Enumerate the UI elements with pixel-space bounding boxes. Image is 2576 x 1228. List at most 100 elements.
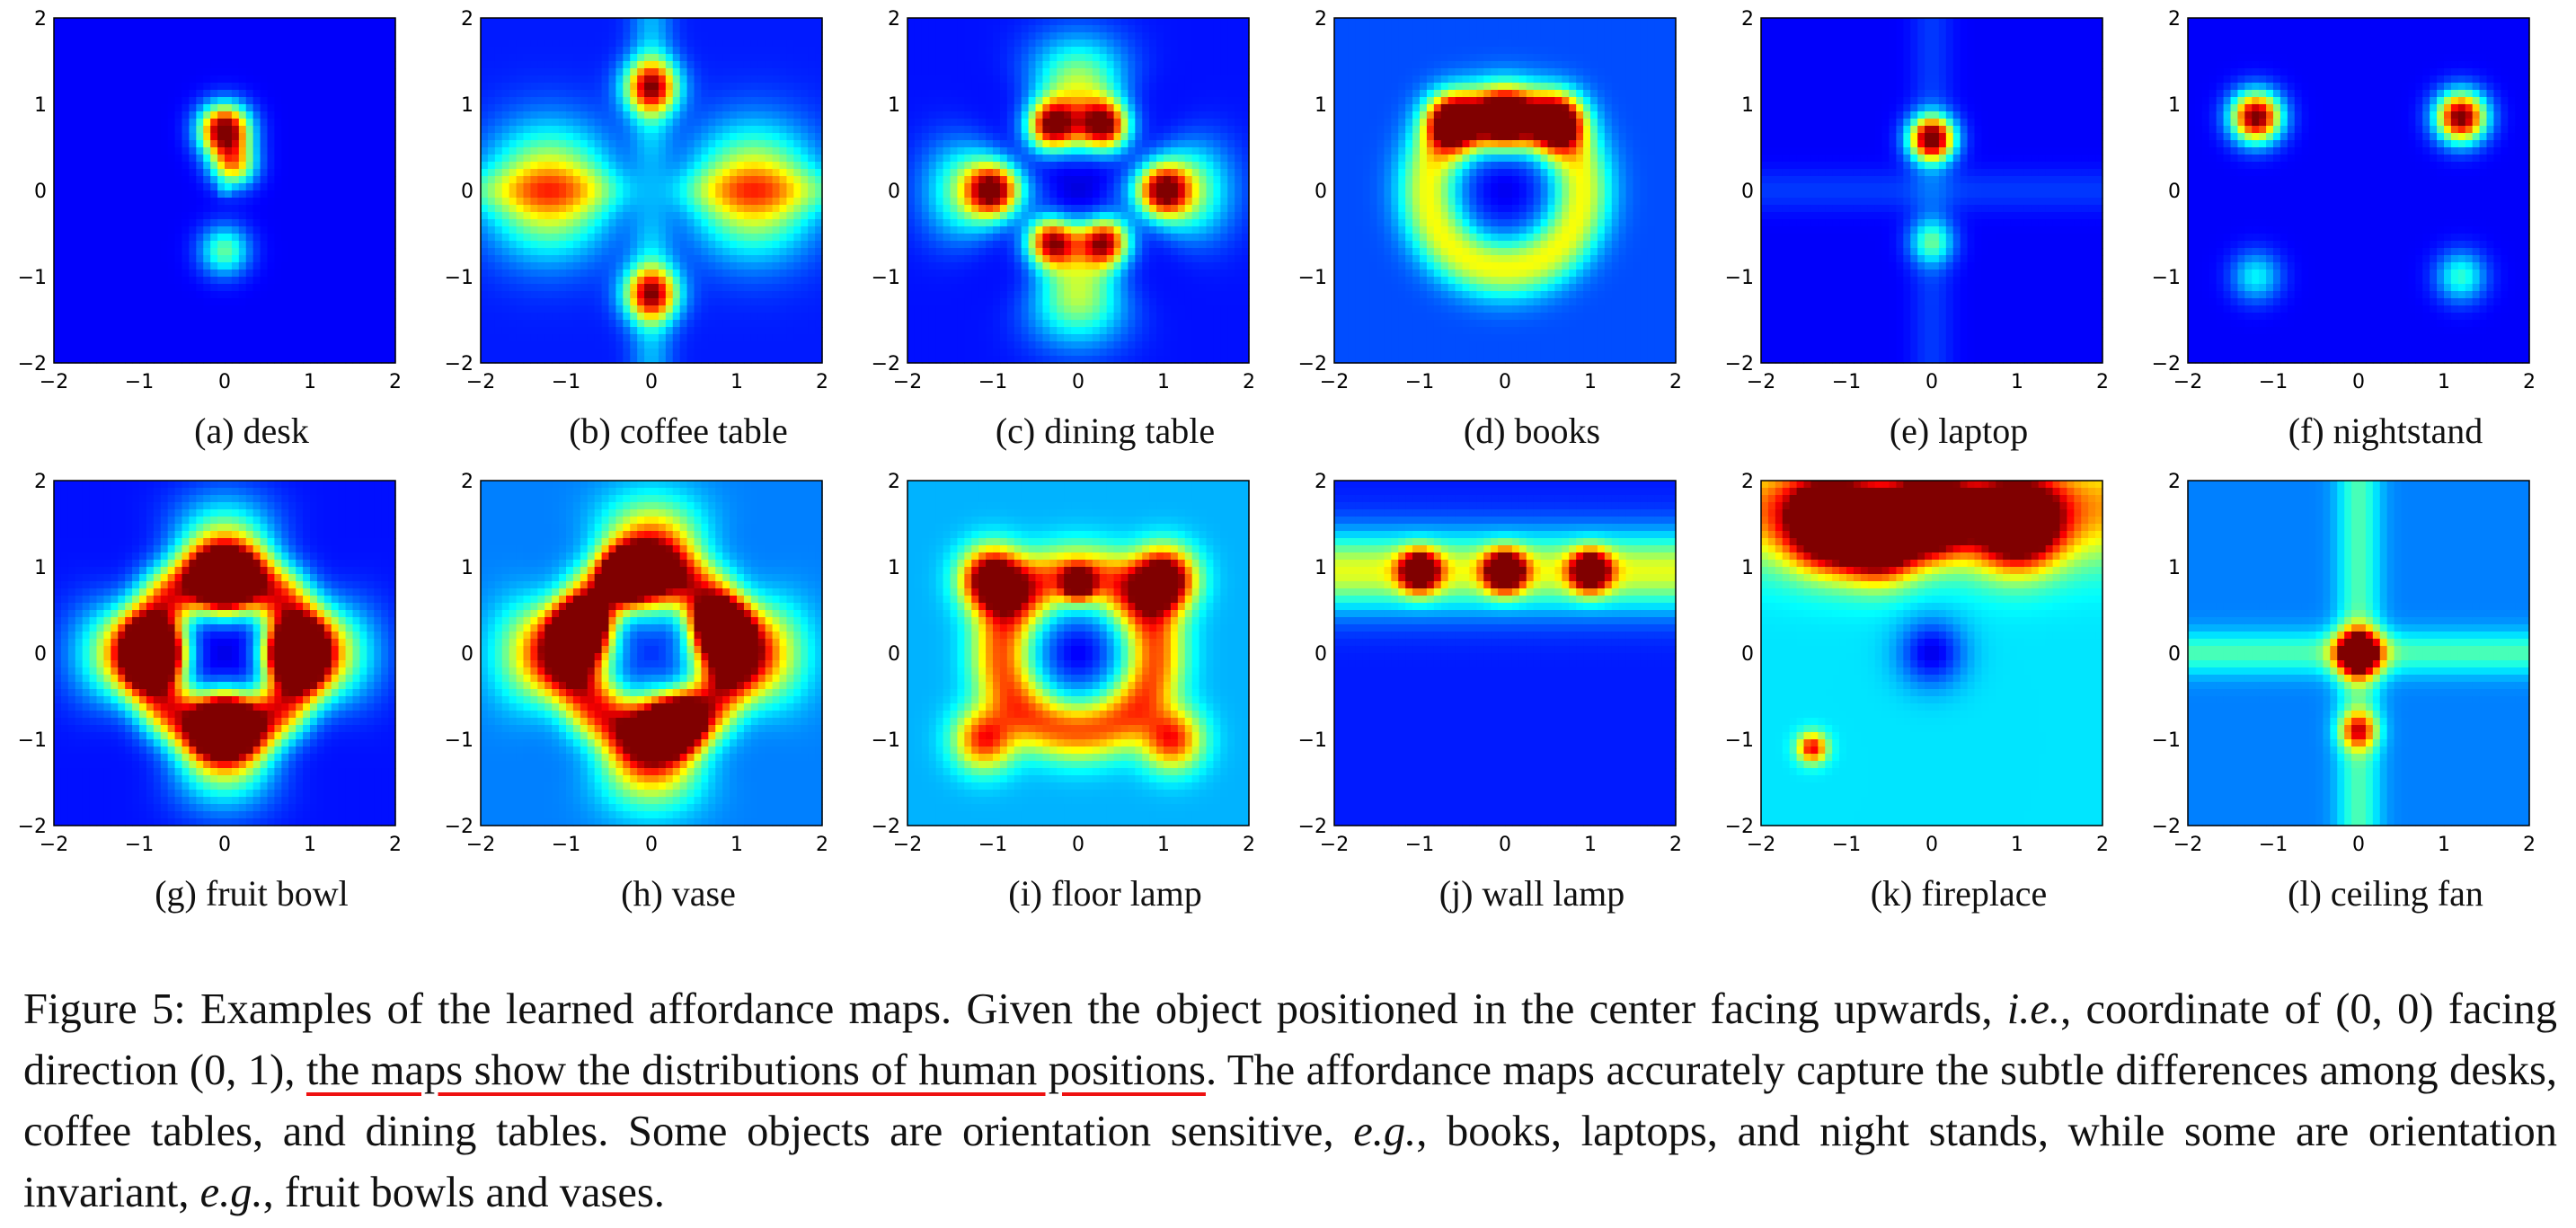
heat-cell	[374, 255, 382, 263]
heat-cell	[730, 61, 738, 69]
heat-cell	[587, 61, 596, 69]
heat-cell	[153, 313, 162, 321]
heat-cell	[608, 320, 617, 328]
heat-cell	[786, 90, 794, 98]
heat-cell	[111, 212, 119, 220]
heat-cell	[516, 162, 525, 170]
heat-cell	[608, 18, 617, 26]
heat-cell	[75, 305, 84, 314]
heat-cell	[118, 190, 126, 199]
heat-cell	[231, 234, 240, 242]
heat-cell	[316, 147, 325, 155]
heat-cell	[189, 40, 197, 48]
heat-cell	[715, 320, 723, 328]
heat-cell	[245, 54, 254, 62]
heat-cell	[274, 61, 282, 69]
heat-cell	[310, 18, 318, 26]
heat-cell	[82, 147, 91, 155]
heat-cell	[252, 234, 261, 242]
heat-cell	[615, 133, 624, 141]
heat-cell	[516, 341, 525, 349]
heat-cell	[544, 305, 553, 314]
heat-cell	[815, 219, 823, 227]
heat-cell	[481, 269, 489, 278]
heat-cell	[679, 75, 688, 84]
heat-cell	[203, 40, 211, 48]
heat-cell	[580, 212, 589, 220]
heat-cell	[594, 54, 603, 62]
heat-cell	[743, 356, 752, 364]
heat-cell	[679, 198, 688, 206]
heat-cell	[957, 40, 965, 48]
heat-cell	[238, 25, 247, 33]
heat-cell	[694, 320, 703, 328]
heat-cell	[331, 155, 340, 163]
heat-cell	[196, 349, 204, 357]
heat-cell	[694, 18, 703, 26]
heat-cell	[914, 61, 923, 69]
heat-cell	[509, 190, 518, 199]
heat-cell	[552, 104, 560, 112]
heat-cell	[89, 255, 98, 263]
heat-cell	[60, 313, 69, 321]
heat-cell	[111, 248, 119, 256]
heat-cell	[552, 205, 560, 213]
heat-cell	[630, 83, 638, 91]
heat-cell	[523, 262, 532, 270]
heat-cell	[487, 313, 496, 321]
heat-cell	[701, 61, 709, 69]
heat-cell	[1227, 25, 1235, 33]
heat-cell	[367, 18, 375, 26]
heat-cell	[67, 255, 76, 263]
heat-cell	[203, 269, 211, 278]
heat-cell	[260, 219, 269, 227]
heat-cell	[801, 68, 809, 76]
heat-cell	[694, 83, 703, 91]
heat-cell	[288, 68, 297, 76]
heat-cell	[1191, 47, 1200, 55]
heat-cell	[679, 133, 688, 141]
heat-cell	[67, 262, 76, 270]
heat-cell	[252, 320, 261, 328]
heat-cell	[552, 47, 560, 55]
heat-cell	[118, 40, 126, 48]
heat-cell	[203, 97, 211, 105]
heat-cell	[793, 341, 801, 349]
heat-cell	[139, 356, 147, 364]
heat-cell	[608, 198, 617, 206]
heat-cell	[316, 54, 325, 62]
heat-cell	[587, 284, 596, 292]
heat-cell	[303, 291, 311, 299]
heat-cell	[793, 155, 801, 163]
heat-cell	[957, 54, 965, 62]
heat-cell	[252, 291, 261, 299]
heat-cell	[296, 349, 304, 357]
heat-cell	[352, 61, 361, 69]
heat-cell	[914, 40, 923, 48]
heat-cell	[537, 190, 545, 199]
heat-cell	[96, 47, 105, 55]
heat-cell	[793, 255, 801, 263]
heat-cell	[82, 47, 91, 55]
heat-cell	[566, 40, 574, 48]
heat-cell	[203, 176, 211, 184]
heat-cell	[125, 140, 133, 148]
heat-cell	[89, 320, 98, 328]
heat-cell	[111, 147, 119, 155]
heat-cell	[665, 262, 674, 270]
heat-cell	[779, 298, 788, 306]
heat-cell	[245, 205, 254, 213]
heat-cell	[594, 47, 603, 55]
heat-cell	[125, 313, 133, 321]
heat-cell	[630, 248, 638, 256]
heat-cell	[516, 313, 525, 321]
heat-cell	[125, 219, 133, 227]
heat-cell	[765, 356, 774, 364]
heat-cell	[160, 284, 169, 292]
heat-cell	[523, 47, 532, 55]
heat-cell	[1220, 32, 1228, 40]
heat-cell	[722, 61, 730, 69]
heat-cell	[352, 147, 361, 155]
heat-cell	[601, 183, 610, 191]
heat-cell	[267, 226, 276, 234]
